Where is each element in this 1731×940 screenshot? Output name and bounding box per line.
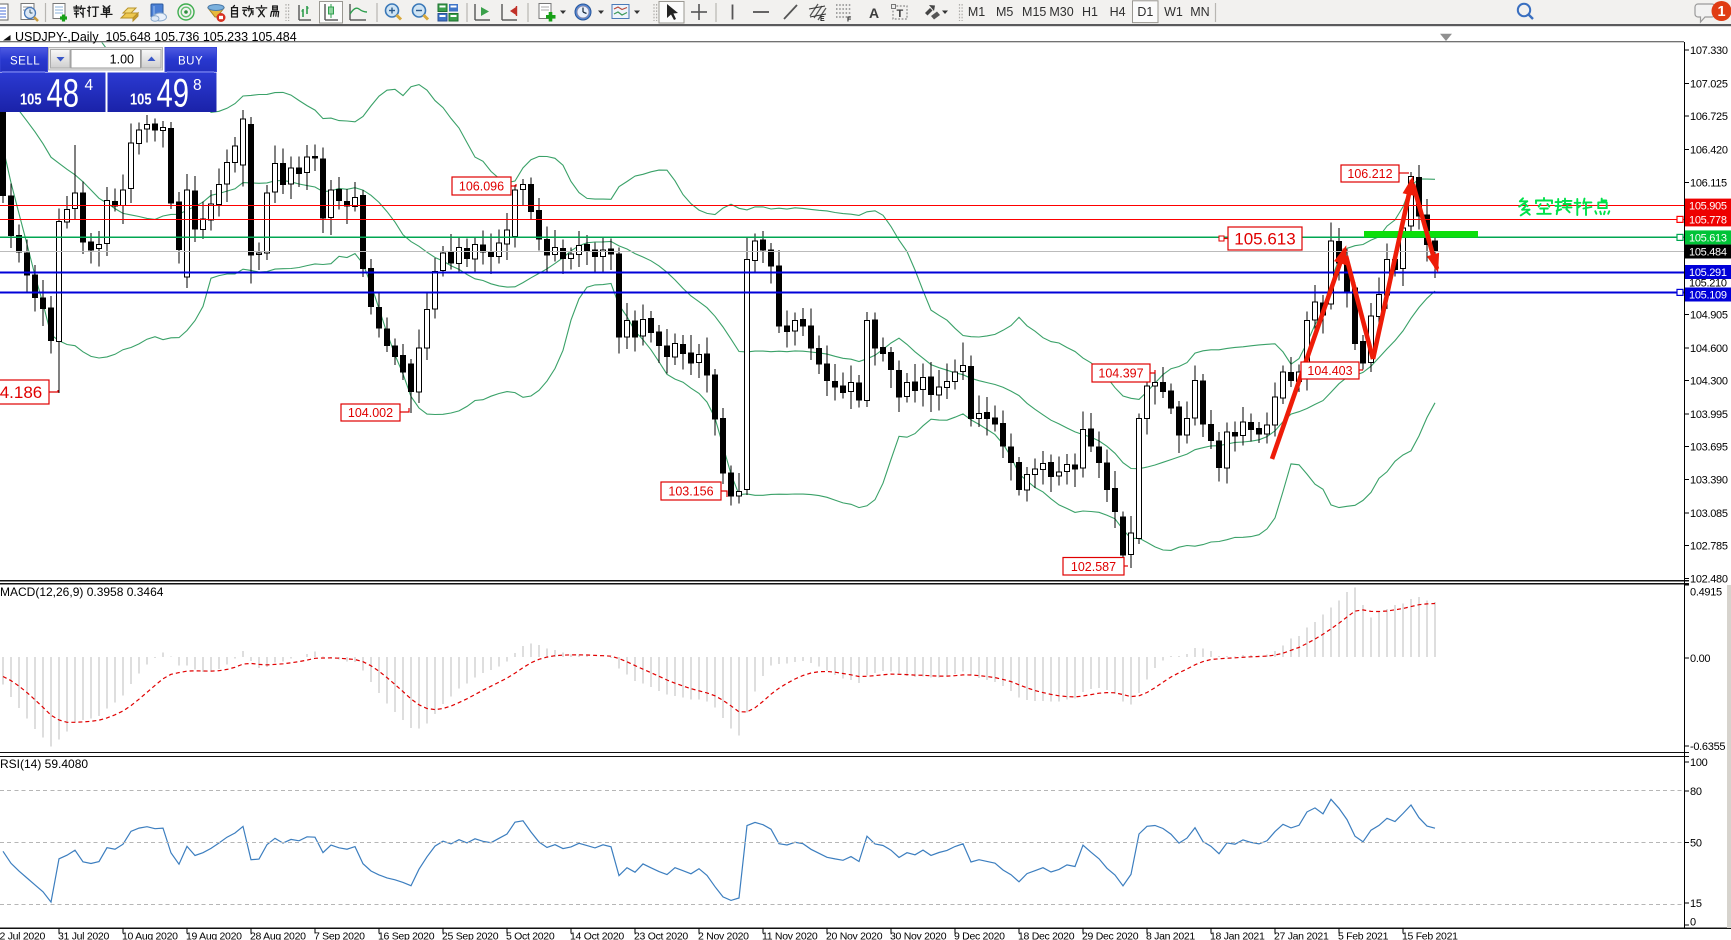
svg-text:M1: M1 [968,5,985,19]
svg-text:W1: W1 [1164,5,1183,19]
svg-text:105.778: 105.778 [1689,214,1727,226]
svg-text:5 Feb 2021: 5 Feb 2021 [1338,931,1389,940]
svg-text:105.905: 105.905 [1689,201,1727,213]
svg-text:102.587: 102.587 [1071,560,1116,574]
svg-text:25 Sep 2020: 25 Sep 2020 [442,931,499,940]
svg-text:10 Aug 2020: 10 Aug 2020 [122,931,178,940]
svg-text:106.420: 106.420 [1690,144,1728,156]
svg-text:80: 80 [1690,786,1702,798]
svg-text:49: 49 [157,72,190,116]
svg-text:105.613: 105.613 [1234,230,1295,249]
svg-text:A: A [869,5,879,21]
svg-text:SELL: SELL [10,56,40,68]
svg-text:31 Jul 2020: 31 Jul 2020 [58,931,109,940]
svg-text:16 Sep 2020: 16 Sep 2020 [378,931,435,940]
svg-text:27 Jan 2021: 27 Jan 2021 [1274,931,1329,940]
svg-text:8 Jan 2021: 8 Jan 2021 [1146,931,1195,940]
svg-text:7 Sep 2020: 7 Sep 2020 [314,931,365,940]
svg-text:104.300: 104.300 [1690,376,1728,388]
svg-text:106.725: 106.725 [1690,111,1728,123]
svg-text:18 Dec 2020: 18 Dec 2020 [1018,931,1075,940]
svg-text:BUY: BUY [178,56,203,68]
svg-text:103.390: 103.390 [1690,475,1728,487]
svg-text:0.00: 0.00 [1690,653,1710,665]
svg-text:0: 0 [1690,917,1696,929]
svg-text:102.480: 102.480 [1690,574,1728,586]
svg-text:102.785: 102.785 [1690,541,1728,553]
svg-text:15 Feb 2021: 15 Feb 2021 [1402,931,1458,940]
svg-text:105.484: 105.484 [1689,247,1727,259]
svg-text:H1: H1 [1082,5,1098,19]
svg-text:9 Dec 2020: 9 Dec 2020 [954,931,1005,940]
svg-text:104.397: 104.397 [1098,367,1143,381]
svg-text:H4: H4 [1110,5,1126,19]
svg-text:M30: M30 [1049,5,1073,19]
svg-text:-0.6355: -0.6355 [1690,741,1725,753]
svg-text:20 Nov 2020: 20 Nov 2020 [826,931,883,940]
svg-text:106.096: 106.096 [459,180,504,194]
svg-text:8: 8 [193,77,202,94]
svg-text:USDJPY-,Daily 105.648 105.736: USDJPY-,Daily 105.648 105.736 105.233 10… [15,30,297,44]
svg-text:48: 48 [47,72,80,116]
svg-text:103.695: 103.695 [1690,442,1728,454]
svg-text:106.115: 106.115 [1690,178,1727,190]
svg-text:14 Oct 2020: 14 Oct 2020 [570,931,624,940]
svg-text:18 Jan 2021: 18 Jan 2021 [1210,931,1265,940]
svg-text:5 Oct 2020: 5 Oct 2020 [506,931,555,940]
svg-text:M5: M5 [996,5,1013,19]
svg-text:105: 105 [130,92,152,109]
svg-text:107.330: 107.330 [1690,45,1728,57]
svg-text:28 Aug 2020: 28 Aug 2020 [250,931,306,940]
svg-text:1: 1 [1717,4,1725,20]
svg-text:RSI(14) 59.4080: RSI(14) 59.4080 [0,757,88,771]
svg-text:105.291: 105.291 [1689,267,1727,279]
svg-text:19 Aug 2020: 19 Aug 2020 [186,931,242,940]
svg-text:104.905: 104.905 [1690,310,1728,322]
svg-text:D1: D1 [1137,5,1153,19]
svg-text:103.156: 103.156 [668,485,713,499]
svg-text:50: 50 [1690,838,1702,850]
svg-text:22 Jul 2020: 22 Jul 2020 [0,931,45,940]
svg-text:MN: MN [1190,5,1209,19]
svg-text:MACD(12,26,9) 0.3958 0.3464: MACD(12,26,9) 0.3958 0.3464 [0,585,164,599]
svg-text:4: 4 [85,77,94,94]
svg-text:E: E [820,16,825,23]
svg-text:105.613: 105.613 [1689,232,1727,244]
svg-text:104.600: 104.600 [1690,343,1728,355]
svg-text:104.403: 104.403 [1307,364,1352,378]
svg-text:1.00: 1.00 [110,53,134,67]
svg-text:30 Nov 2020: 30 Nov 2020 [890,931,947,940]
svg-text:M15: M15 [1022,5,1046,19]
svg-text:15: 15 [1690,898,1702,910]
svg-text:105: 105 [20,92,42,109]
svg-text:23 Oct 2020: 23 Oct 2020 [634,931,688,940]
svg-text:2 Nov 2020: 2 Nov 2020 [698,931,749,940]
svg-text:104.002: 104.002 [348,406,393,420]
svg-text:T: T [897,8,904,20]
svg-text:11 Nov 2020: 11 Nov 2020 [762,931,818,940]
svg-text:103.995: 103.995 [1690,409,1728,421]
svg-text:105.210: 105.210 [1689,278,1727,290]
svg-text:29 Dec 2020: 29 Dec 2020 [1082,931,1139,940]
svg-text:107.025: 107.025 [1690,78,1728,90]
svg-text:F: F [847,17,852,24]
svg-text:106.212: 106.212 [1347,167,1392,181]
svg-text:100: 100 [1690,757,1708,769]
svg-text:0.4915: 0.4915 [1690,587,1722,599]
svg-text:104.186: 104.186 [0,383,42,402]
svg-text:105.109: 105.109 [1689,290,1727,302]
svg-text:103.085: 103.085 [1690,508,1728,520]
